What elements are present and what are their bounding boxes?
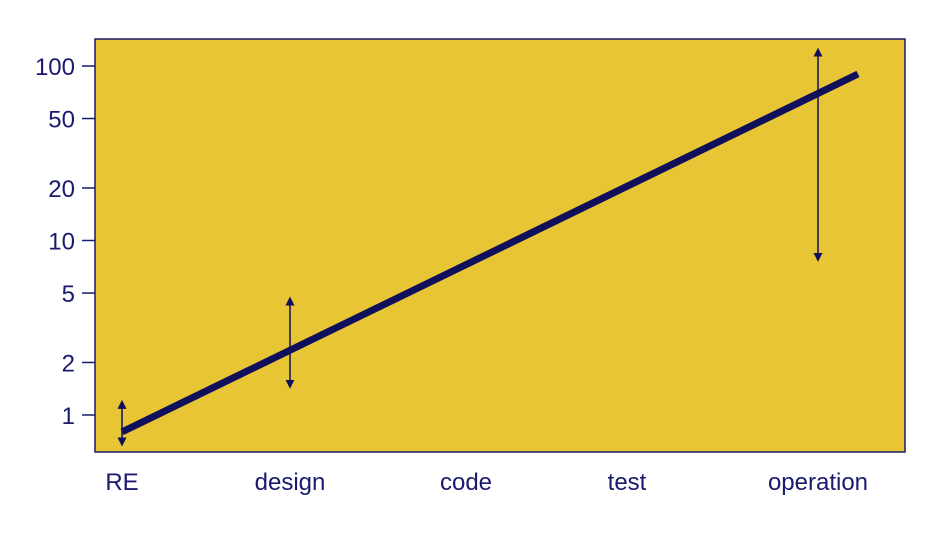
y-tick-label: 50 xyxy=(48,107,75,134)
x-category-label: test xyxy=(608,469,647,496)
y-tick-label: 2 xyxy=(62,350,75,377)
x-category-label: design xyxy=(255,469,326,496)
x-category-label: code xyxy=(440,469,492,496)
y-tick-label: 10 xyxy=(48,229,75,256)
y-tick-label: 1 xyxy=(62,403,75,430)
y-tick-label: 5 xyxy=(62,281,75,308)
x-category-label: operation xyxy=(768,469,868,496)
trend-line xyxy=(120,70,860,436)
y-tick-label: 20 xyxy=(48,176,75,203)
x-category-label: RE xyxy=(105,469,138,496)
y-tick-label: 100 xyxy=(35,54,75,81)
